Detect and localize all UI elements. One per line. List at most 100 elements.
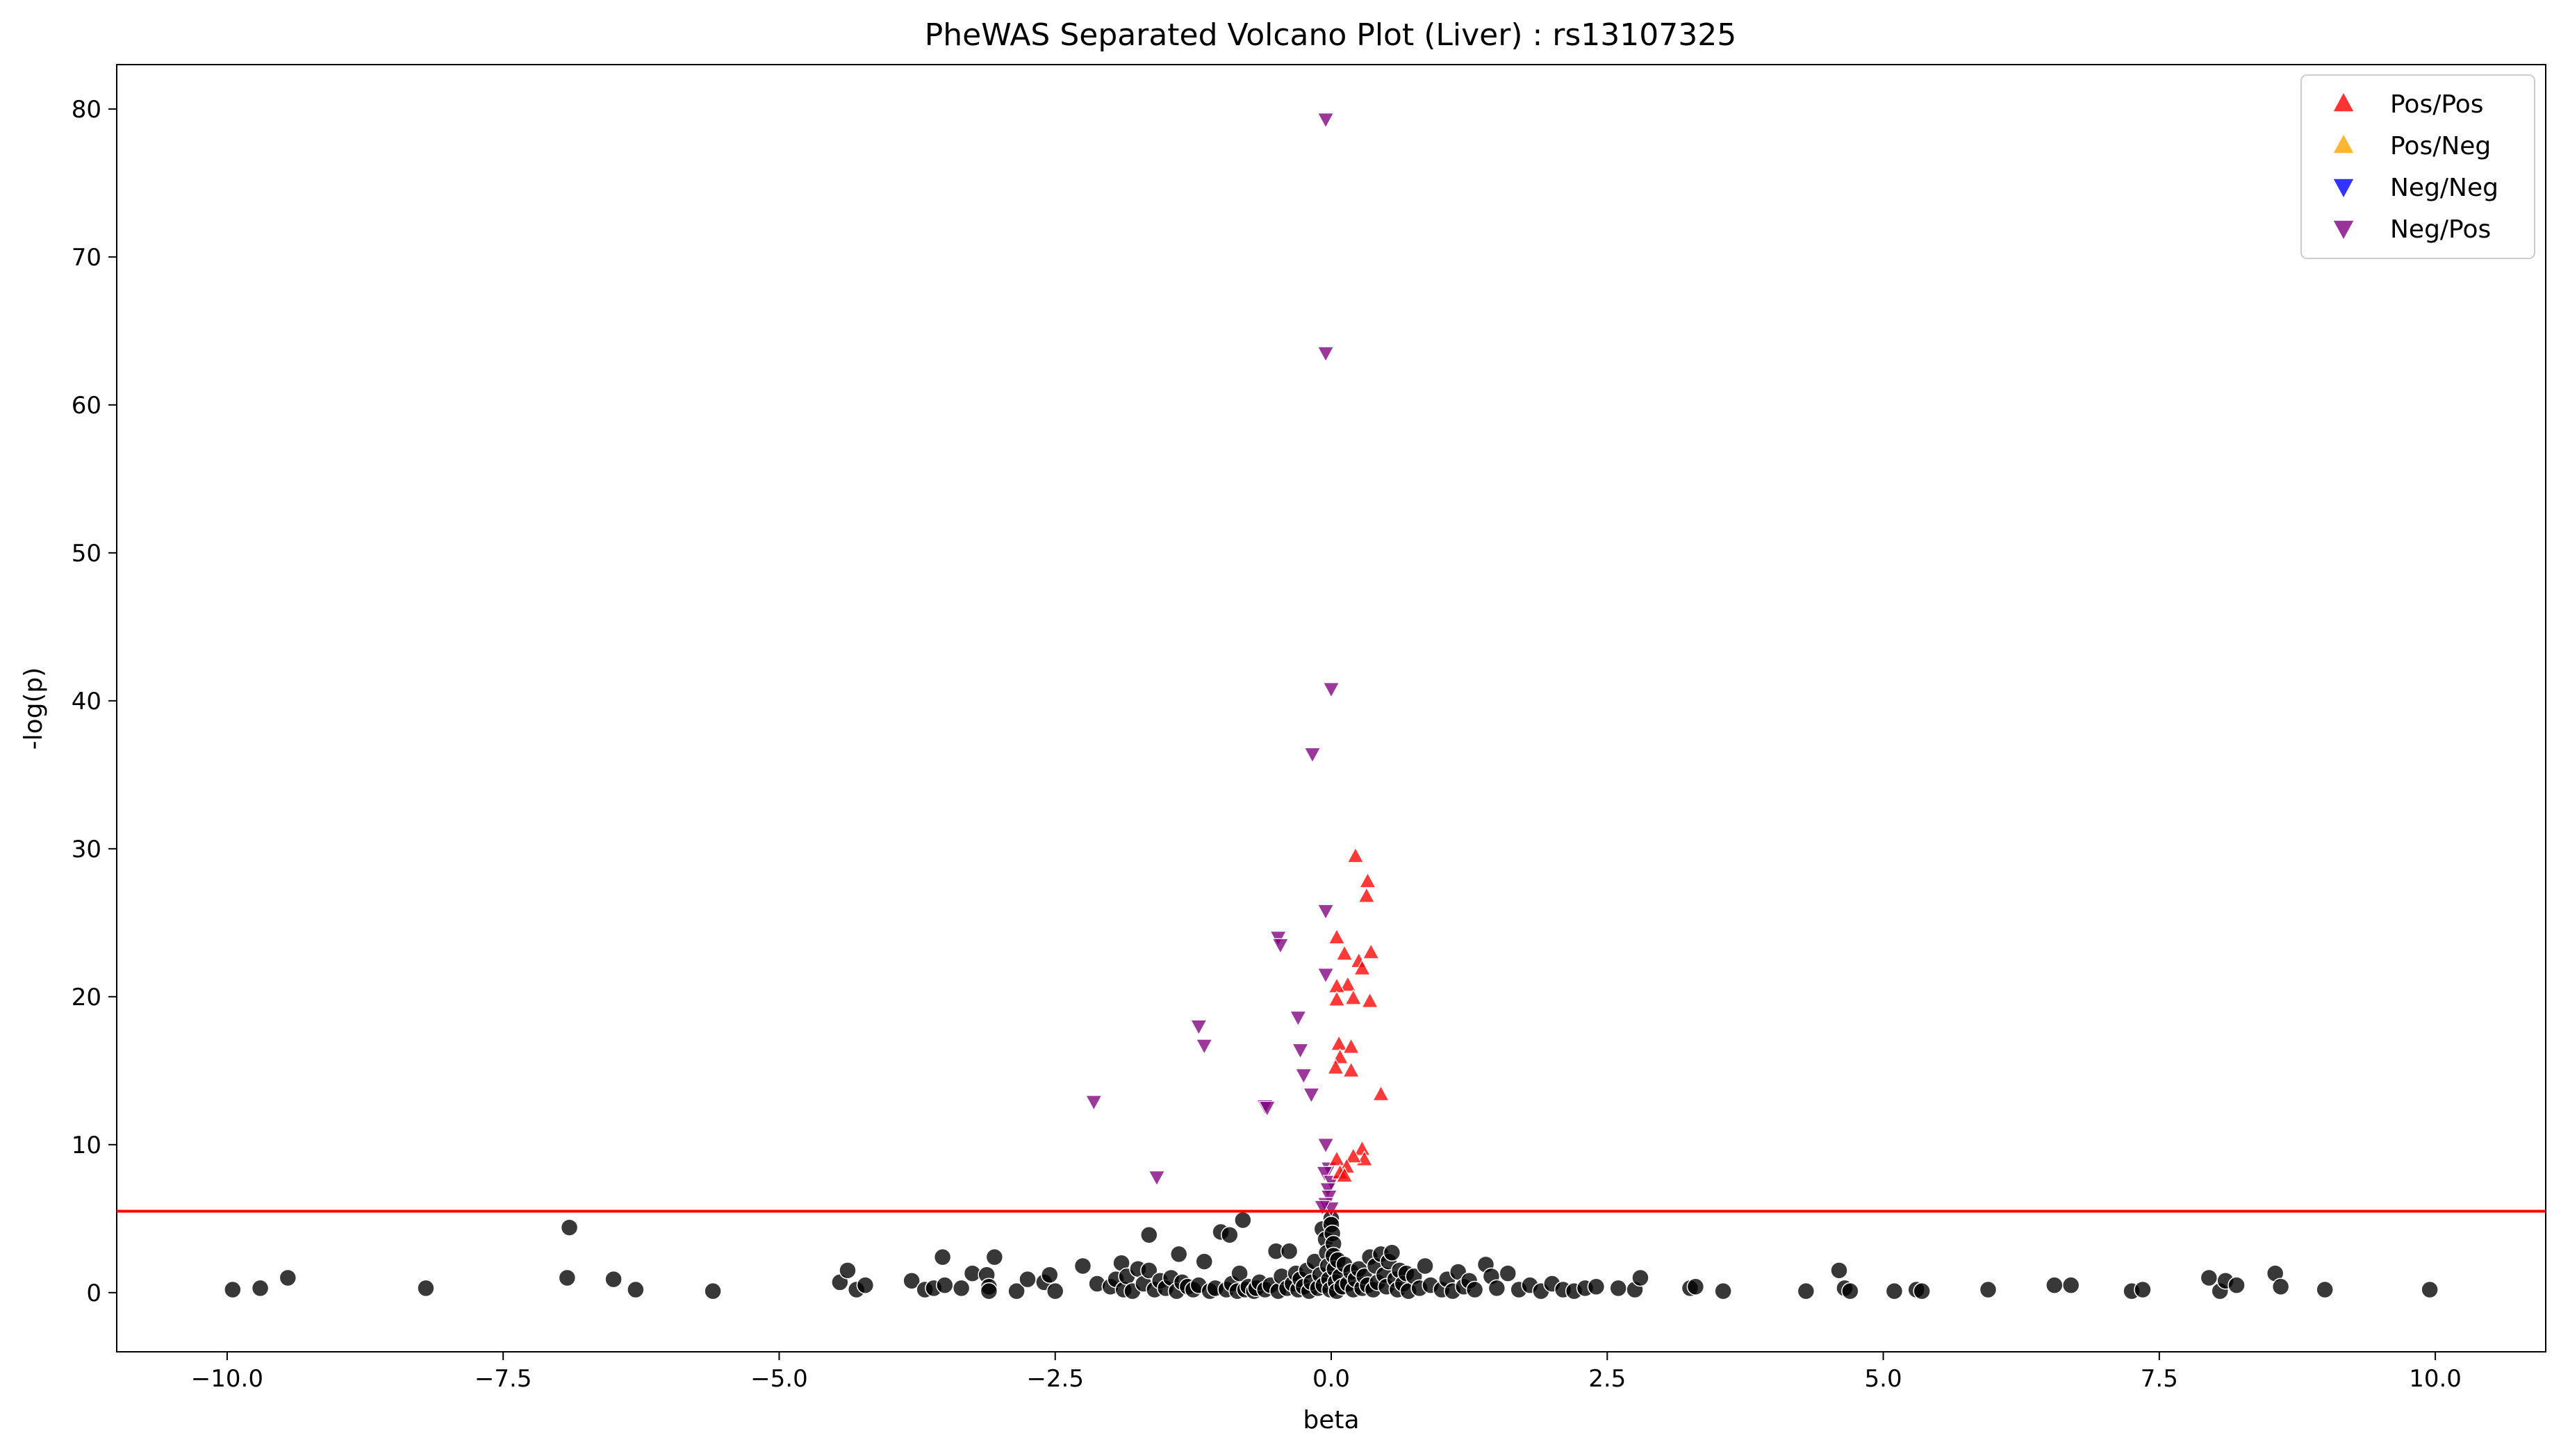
y-tick-label: 40 xyxy=(72,688,101,715)
x-axis-label: beta xyxy=(1303,1406,1359,1434)
pos-pos-point xyxy=(1342,1037,1360,1054)
data-point xyxy=(1140,1261,1158,1280)
neg-pos-point xyxy=(1317,968,1335,984)
neg-pos-point xyxy=(1289,1011,1307,1027)
pos-pos-point xyxy=(1359,872,1376,888)
pos-pos-point xyxy=(1344,1147,1362,1164)
data-point xyxy=(560,1218,579,1236)
data-point xyxy=(224,1280,242,1299)
legend-label: Neg/Pos xyxy=(2390,215,2491,244)
y-axis-label: -log(p) xyxy=(19,668,48,750)
data-point xyxy=(980,1282,998,1300)
data-point xyxy=(1686,1277,1705,1296)
x-tick-label: −7.5 xyxy=(475,1365,532,1393)
neg-pos-point xyxy=(1317,1138,1335,1155)
y-tick-label: 0 xyxy=(86,1280,101,1307)
x-tick-label: −2.5 xyxy=(1026,1365,1084,1393)
data-point xyxy=(839,1261,857,1280)
data-point xyxy=(2200,1268,2218,1287)
legend-label: Pos/Neg xyxy=(2390,132,2491,160)
data-point xyxy=(1383,1243,1401,1262)
y-tick-label: 80 xyxy=(72,96,101,124)
data-point xyxy=(1046,1282,1064,1300)
data-point xyxy=(417,1279,435,1298)
data-point xyxy=(604,1270,623,1289)
data-points xyxy=(224,113,2439,1300)
axis-ticks: −10.0 −7.5 −5.0 −2.5 0.0 2.5 5.0 7.5 10.0 0 10 20 30… xyxy=(72,96,2462,1393)
data-point xyxy=(1885,1282,1904,1300)
data-point xyxy=(1979,1280,1998,1299)
data-point xyxy=(1140,1225,1158,1244)
pos-pos-point xyxy=(1372,1085,1390,1102)
data-point xyxy=(1488,1279,1506,1298)
pos-pos-point xyxy=(1358,886,1376,903)
neg-pos-point xyxy=(1271,938,1290,954)
neg-pos-point xyxy=(1313,1200,1331,1216)
neg-pos-point xyxy=(1189,1019,1208,1036)
y-tick-label: 10 xyxy=(72,1132,101,1159)
pos-pos-point xyxy=(1361,991,1379,1008)
data-point xyxy=(856,1276,875,1294)
pos-pos-point xyxy=(1328,928,1346,945)
legend-marker-pos-pos xyxy=(2333,93,2354,112)
data-point xyxy=(704,1282,722,1300)
neg-pos-point xyxy=(1303,747,1321,763)
data-point xyxy=(2271,1277,2290,1296)
data-point xyxy=(1587,1277,1606,1296)
neg-pos-point xyxy=(1148,1170,1166,1186)
pos-pos-point xyxy=(1335,944,1353,961)
data-point xyxy=(903,1272,921,1290)
legend-marker-neg-pos xyxy=(2333,220,2354,239)
data-point xyxy=(2228,1276,2246,1294)
data-point xyxy=(279,1268,297,1287)
data-point xyxy=(627,1280,645,1299)
data-point xyxy=(1007,1282,1026,1300)
data-point xyxy=(1465,1280,1484,1299)
x-tick-label: −5.0 xyxy=(750,1365,808,1393)
y-tick-label: 30 xyxy=(72,836,101,863)
data-point xyxy=(1280,1242,1299,1260)
data-point xyxy=(985,1248,1004,1266)
x-tick-label: −10.0 xyxy=(191,1365,263,1393)
legend-marker-pos-neg xyxy=(2333,135,2354,154)
data-point xyxy=(1019,1270,1037,1289)
pos-pos-point xyxy=(1328,1150,1346,1166)
data-point xyxy=(1195,1252,1214,1271)
data-point xyxy=(1631,1268,1649,1287)
data-point xyxy=(1830,1261,1848,1280)
neg-pos-point xyxy=(1322,682,1340,699)
legend-marker-neg-neg xyxy=(2333,179,2354,197)
neg-pos-point xyxy=(1294,1068,1312,1084)
data-point xyxy=(1416,1257,1434,1275)
data-point xyxy=(936,1276,954,1294)
x-tick-label: 2.5 xyxy=(1588,1365,1626,1393)
y-tick-label: 50 xyxy=(72,540,101,568)
pos-pos-point xyxy=(1339,975,1357,992)
neg-pos-point xyxy=(1317,113,1335,129)
pos-pos-point xyxy=(1347,847,1365,863)
x-tick-label: 0.0 xyxy=(1312,1365,1350,1393)
x-tick-label: 10.0 xyxy=(2409,1365,2462,1393)
neg-pos-point xyxy=(1258,1100,1276,1117)
legend: Pos/Pos Pos/Neg Neg/Neg Neg/Pos xyxy=(2300,74,2535,259)
y-tick-label: 60 xyxy=(72,392,101,420)
legend-label: Neg/Neg xyxy=(2390,174,2498,202)
data-point xyxy=(1230,1264,1249,1282)
data-point xyxy=(2421,1280,2439,1299)
y-tick-label: 20 xyxy=(72,984,101,1011)
data-point xyxy=(558,1268,577,1287)
y-tick-label: 70 xyxy=(72,244,101,272)
data-point xyxy=(1221,1225,1239,1244)
data-point xyxy=(1169,1245,1188,1264)
data-point xyxy=(2316,1280,2334,1299)
data-point xyxy=(1913,1282,1931,1300)
data-point xyxy=(1841,1282,1859,1300)
data-point xyxy=(2061,1276,2080,1294)
data-point xyxy=(1714,1282,1732,1300)
data-point xyxy=(952,1279,971,1298)
plot-area xyxy=(116,64,2546,1352)
data-point xyxy=(1234,1211,1252,1230)
pos-pos-point xyxy=(1353,959,1371,975)
pos-pos-point xyxy=(1328,990,1346,1007)
